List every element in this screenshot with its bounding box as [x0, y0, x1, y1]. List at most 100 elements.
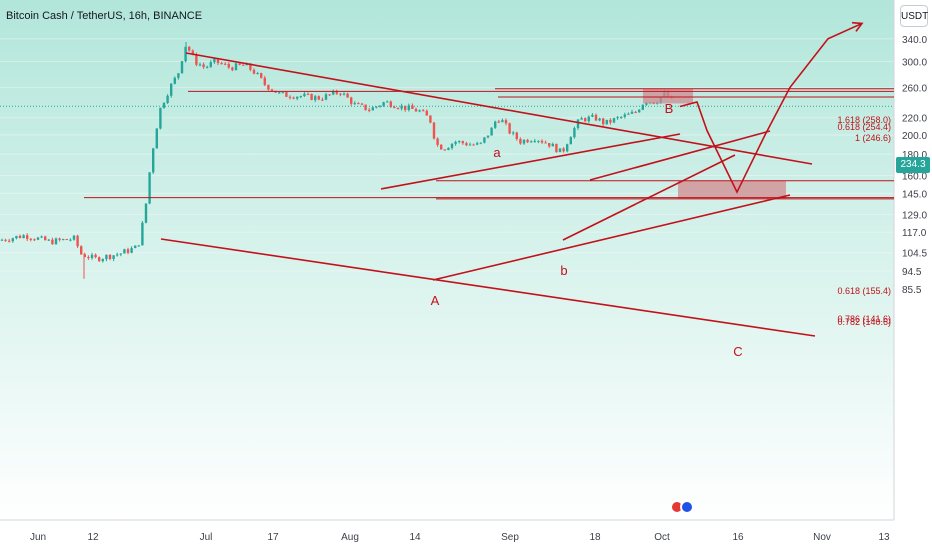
- candle-body: [630, 111, 634, 114]
- candle-body: [198, 64, 202, 66]
- candle-body: [494, 121, 497, 128]
- candle-body: [422, 110, 425, 112]
- candle-body: [548, 143, 551, 147]
- candle-body: [519, 139, 522, 144]
- candle-body: [144, 203, 148, 223]
- x-tick-label: 12: [87, 532, 99, 543]
- candle-body: [641, 104, 644, 110]
- candle-body: [44, 236, 47, 241]
- candle-body: [242, 64, 245, 66]
- candle-body: [263, 77, 266, 85]
- candle-body: [292, 97, 295, 99]
- candle-body: [371, 107, 374, 111]
- candle-body: [497, 121, 500, 123]
- candle-body: [26, 235, 29, 239]
- candle-body: [472, 144, 475, 146]
- candle-body: [476, 143, 479, 145]
- currency-button[interactable]: USDT: [900, 5, 928, 27]
- candle-body: [558, 148, 562, 153]
- candle-body: [432, 122, 436, 139]
- candle-body: [562, 148, 565, 152]
- candle-body: [40, 236, 43, 238]
- candle-body: [29, 238, 32, 240]
- candle-body: [159, 107, 162, 129]
- candle-body: [429, 115, 432, 123]
- candle-body: [98, 257, 101, 262]
- candle-body: [101, 259, 104, 262]
- candle-body: [555, 143, 558, 153]
- candle-body: [486, 135, 490, 138]
- candle-body: [386, 101, 389, 103]
- candle-body: [526, 139, 529, 143]
- y-tick-label: 160.0: [902, 171, 927, 182]
- y-tick-label: 117.0: [902, 228, 927, 239]
- candle-body: [335, 90, 338, 94]
- fib-level-label: 0.618 (254.4): [837, 122, 891, 132]
- channel-upper-line: [185, 52, 813, 165]
- candle-body: [130, 248, 133, 253]
- fib-level-label: 0.618 (155.4): [837, 286, 891, 296]
- candle-body: [490, 127, 493, 136]
- candle-body: [47, 239, 50, 241]
- candle-body: [209, 62, 212, 67]
- candle-body: [231, 67, 234, 71]
- candle-body: [152, 148, 155, 173]
- candle-body: [594, 114, 598, 121]
- fib-level-label: 1 (246.6): [855, 133, 891, 143]
- candle-body: [540, 140, 544, 143]
- candle-body: [65, 239, 68, 241]
- candle-body: [134, 245, 137, 249]
- candle-body: [440, 144, 443, 150]
- candle-body: [616, 117, 619, 119]
- candle-body: [170, 83, 173, 96]
- candle-body: [638, 109, 641, 113]
- candle-body: [137, 245, 140, 247]
- candle-body: [447, 147, 450, 150]
- candle-body: [598, 118, 601, 121]
- candle-body: [368, 109, 371, 111]
- trendline-a-line: [432, 194, 791, 281]
- y-tick-label: 180.0: [902, 150, 927, 161]
- candle-body: [468, 144, 472, 146]
- candle-body: [8, 240, 11, 242]
- candle-body: [220, 63, 223, 65]
- wedge-upper-line: [380, 133, 681, 190]
- candle-body: [11, 238, 14, 242]
- candle-body: [18, 235, 22, 239]
- candle-body: [36, 237, 40, 240]
- candle-body: [584, 118, 587, 122]
- candle-body: [566, 144, 569, 152]
- y-tick-label: 260.0: [902, 83, 927, 94]
- candle-body: [54, 238, 58, 245]
- candle-body: [317, 96, 320, 100]
- candle-body: [515, 132, 518, 140]
- candle-body: [62, 239, 65, 241]
- current-price-badge: 234.3: [896, 157, 930, 173]
- candle-body: [123, 249, 126, 254]
- x-tick-label: 18: [589, 532, 601, 543]
- candle-body: [627, 113, 630, 115]
- candle-body: [537, 140, 540, 142]
- candle-body: [0, 239, 4, 241]
- candle-body: [51, 239, 54, 245]
- candle-body: [72, 235, 76, 240]
- candle-body: [58, 238, 61, 240]
- candle-body: [407, 105, 410, 110]
- candle-body: [544, 142, 547, 144]
- candle-body: [224, 63, 227, 65]
- x-tick-label: Nov: [813, 532, 831, 543]
- candle-body: [90, 254, 94, 259]
- candle-body: [400, 105, 403, 109]
- economic-events-icon[interactable]: [670, 500, 696, 518]
- candle-body: [396, 108, 400, 110]
- candle-body: [234, 63, 238, 71]
- candle-body: [411, 105, 414, 109]
- candle-body: [465, 143, 468, 146]
- y-tick-label: 94.5: [902, 267, 922, 278]
- candle-body: [108, 254, 112, 259]
- candle-body: [328, 94, 331, 96]
- candle-body: [389, 101, 392, 107]
- candle-body: [364, 104, 367, 110]
